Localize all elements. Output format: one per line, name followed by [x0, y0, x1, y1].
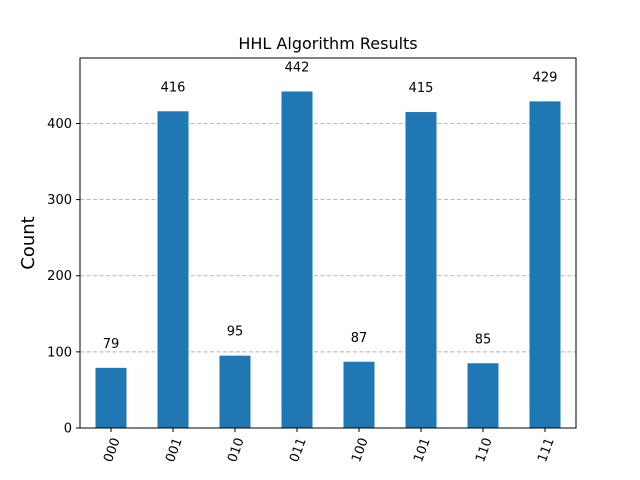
data-labels: 79 416 95 442 87 415 85 429	[103, 60, 558, 351]
bar-111	[529, 101, 561, 428]
bar-100	[343, 361, 375, 428]
grid-lines	[80, 123, 576, 353]
data-label-000: 79	[103, 337, 120, 352]
chart-title: HHL Algorithm Results	[238, 34, 417, 53]
y-tick-label: 0	[64, 422, 72, 437]
y-tick-label: 100	[47, 345, 72, 360]
data-label-010: 95	[227, 325, 244, 340]
bar-000	[95, 367, 127, 428]
plot-frame	[79, 57, 577, 429]
data-label-110: 85	[475, 332, 492, 347]
data-label-011: 442	[285, 60, 310, 75]
y-axis-label: Count	[18, 216, 39, 269]
bar-110	[467, 363, 499, 428]
data-label-101: 415	[409, 81, 434, 96]
bar-001	[157, 111, 189, 429]
y-tick-label: 300	[47, 193, 72, 208]
y-axis-ticks: 0 100 200 300 400	[47, 117, 80, 437]
data-label-001: 416	[161, 80, 186, 95]
bar-010	[219, 355, 251, 428]
bar-011	[281, 91, 313, 429]
bars	[95, 91, 561, 429]
bar-101	[405, 112, 437, 428]
data-label-111: 429	[533, 70, 558, 85]
y-tick-label: 200	[47, 269, 72, 284]
y-tick-label: 400	[47, 117, 72, 132]
data-label-100: 87	[351, 331, 368, 346]
